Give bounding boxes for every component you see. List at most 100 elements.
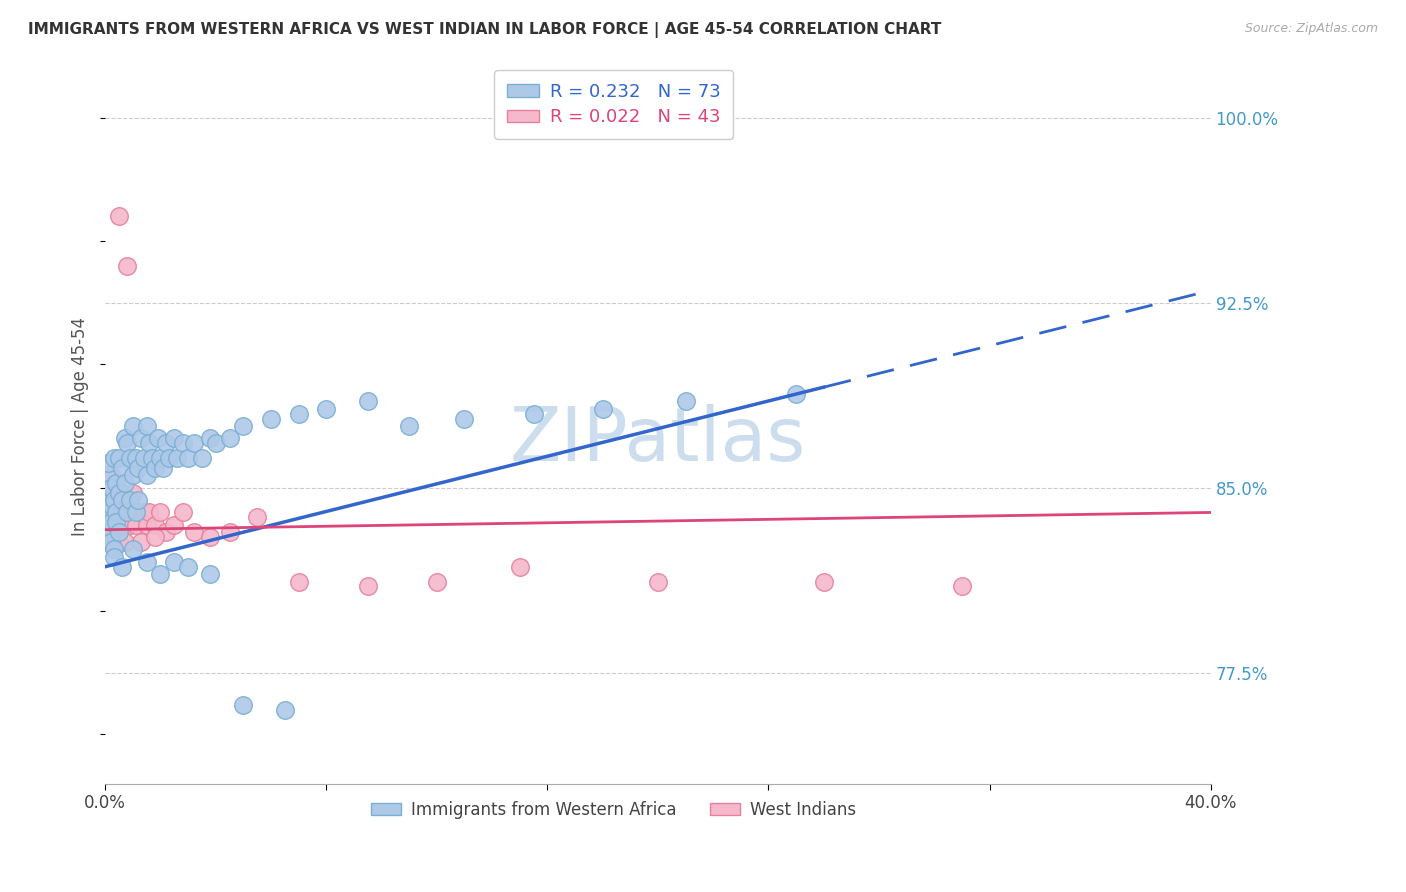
Point [129, 432, 152, 446]
Point [103, 530, 125, 544]
Point [232, 698, 254, 712]
Point [120, 493, 142, 508]
Point [120, 451, 142, 466]
Point [172, 505, 194, 519]
Point [117, 259, 139, 273]
Point [357, 394, 380, 409]
Point [200, 567, 222, 582]
Text: Source: ZipAtlas.com: Source: ZipAtlas.com [1244, 22, 1378, 36]
Point [177, 559, 200, 574]
Point [97, 456, 120, 470]
Point [157, 451, 180, 466]
Point [129, 535, 152, 549]
Legend: Immigrants from Western Africa, West Indians: Immigrants from Western Africa, West Ind… [364, 794, 863, 825]
Point [100, 468, 122, 483]
Point [135, 468, 157, 483]
Point [183, 436, 205, 450]
Point [132, 505, 155, 519]
Y-axis label: In Labor Force | Age 45-54: In Labor Force | Age 45-54 [72, 317, 89, 535]
Point [246, 510, 269, 524]
Point [509, 559, 531, 574]
Point [105, 475, 128, 490]
Point [97, 468, 120, 483]
Point [143, 517, 166, 532]
Point [105, 517, 128, 532]
Point [117, 436, 139, 450]
Point [103, 451, 125, 466]
Point [108, 525, 131, 540]
Point [100, 505, 122, 519]
Point [135, 555, 157, 569]
Point [97, 535, 120, 549]
Point [114, 505, 136, 519]
Point [111, 517, 134, 532]
Point [218, 525, 240, 540]
Point [166, 451, 188, 466]
Point [103, 485, 125, 500]
Point [315, 401, 337, 416]
Point [105, 475, 128, 490]
Point [97, 485, 120, 500]
Point [218, 432, 240, 446]
Point [149, 451, 172, 466]
Point [155, 525, 177, 540]
Point [135, 517, 157, 532]
Point [108, 485, 131, 500]
Point [143, 461, 166, 475]
Point [108, 210, 131, 224]
Point [111, 493, 134, 508]
Text: IMMIGRANTS FROM WESTERN AFRICA VS WEST INDIAN IN LABOR FORCE | AGE 45-54 CORRELA: IMMIGRANTS FROM WESTERN AFRICA VS WEST I… [28, 22, 942, 38]
Point [127, 493, 149, 508]
Point [121, 485, 143, 500]
Point [141, 451, 163, 466]
Point [103, 549, 125, 564]
Point [114, 475, 136, 490]
Point [117, 505, 139, 519]
Point [453, 411, 475, 425]
Point [108, 451, 131, 466]
Point [103, 542, 125, 557]
Point [204, 436, 226, 450]
Point [108, 505, 131, 519]
Point [950, 579, 973, 593]
Point [108, 535, 131, 549]
Point [785, 387, 807, 401]
Point [152, 461, 174, 475]
Point [260, 411, 283, 425]
Point [138, 505, 160, 519]
Point [127, 505, 149, 519]
Point [274, 703, 297, 717]
Point [813, 574, 835, 589]
Point [114, 432, 136, 446]
Point [132, 451, 155, 466]
Point [135, 419, 157, 434]
Point [426, 574, 449, 589]
Point [200, 530, 222, 544]
Point [163, 432, 186, 446]
Point [121, 419, 143, 434]
Point [522, 407, 544, 421]
Point [124, 451, 146, 466]
Point [398, 419, 420, 434]
Point [127, 461, 149, 475]
Text: ZIPatlas: ZIPatlas [510, 404, 806, 477]
Point [124, 517, 146, 532]
Point [124, 505, 146, 519]
Point [149, 567, 172, 582]
Point [146, 432, 169, 446]
Point [111, 461, 134, 475]
Point [357, 579, 380, 593]
Point [138, 436, 160, 450]
Point [105, 505, 128, 519]
Point [200, 432, 222, 446]
Point [105, 516, 128, 530]
Point [149, 505, 172, 519]
Point [163, 517, 186, 532]
Point [117, 505, 139, 519]
Point [111, 559, 134, 574]
Point [111, 485, 134, 500]
Point [100, 535, 122, 549]
Point [100, 498, 122, 512]
Point [120, 517, 142, 532]
Point [183, 525, 205, 540]
